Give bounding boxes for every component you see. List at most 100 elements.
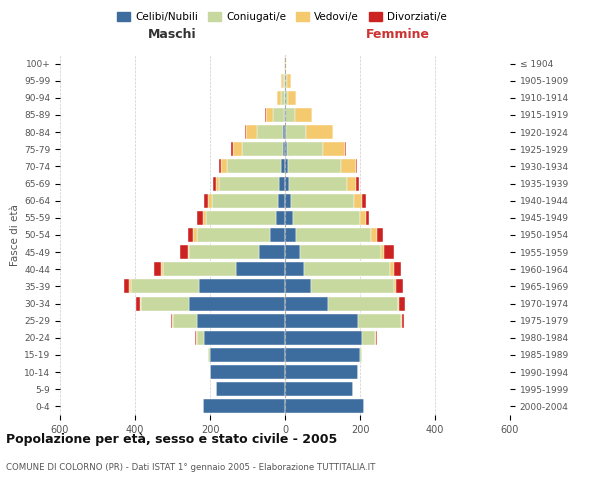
Bar — [347, 176, 356, 190]
Bar — [377, 228, 383, 242]
Bar — [356, 176, 359, 190]
Bar — [285, 245, 300, 259]
Bar — [233, 142, 242, 156]
Bar — [328, 296, 398, 310]
Bar — [140, 296, 190, 310]
Bar — [285, 296, 328, 310]
Bar — [280, 176, 285, 190]
Bar — [205, 331, 285, 345]
Bar — [285, 280, 311, 293]
Bar — [270, 228, 285, 242]
Bar — [287, 74, 290, 88]
Bar — [360, 211, 365, 225]
Bar — [124, 280, 130, 293]
Bar — [358, 314, 401, 328]
Bar — [371, 228, 377, 242]
Text: Femmine: Femmine — [365, 28, 430, 42]
Bar — [210, 365, 285, 379]
Bar — [285, 331, 362, 345]
Bar — [285, 365, 358, 379]
Bar — [187, 245, 190, 259]
Text: Popolazione per età, sesso e stato civile - 2005: Popolazione per età, sesso e stato civil… — [6, 432, 337, 446]
Bar — [286, 108, 295, 122]
Bar — [390, 262, 394, 276]
Bar — [362, 194, 365, 207]
Bar — [257, 125, 283, 139]
Bar — [236, 262, 285, 276]
Bar — [283, 142, 285, 156]
Bar — [380, 245, 385, 259]
Bar — [139, 296, 140, 310]
Bar — [210, 348, 285, 362]
Bar — [197, 211, 203, 225]
Bar — [212, 176, 215, 190]
Bar — [205, 194, 208, 207]
Text: COMUNE DI COLORNO (PR) - Dati ISTAT 1° gennaio 2005 - Elaborazione TUTTITALIA.IT: COMUNE DI COLORNO (PR) - Dati ISTAT 1° g… — [6, 462, 376, 471]
Bar — [394, 280, 395, 293]
Bar — [285, 400, 364, 413]
Bar — [293, 211, 360, 225]
Bar — [401, 314, 403, 328]
Bar — [273, 108, 284, 122]
Bar — [323, 142, 345, 156]
Bar — [288, 160, 341, 173]
Bar — [376, 331, 377, 345]
Bar — [395, 280, 403, 293]
Bar — [220, 176, 280, 190]
Bar — [290, 194, 355, 207]
Bar — [163, 262, 236, 276]
Bar — [304, 262, 390, 276]
Bar — [362, 331, 375, 345]
Bar — [345, 142, 346, 156]
Bar — [220, 160, 221, 173]
Bar — [161, 262, 163, 276]
Bar — [285, 176, 289, 190]
Bar — [187, 228, 193, 242]
Bar — [212, 194, 277, 207]
Bar — [242, 142, 283, 156]
Bar — [285, 314, 358, 328]
Bar — [286, 91, 289, 105]
Bar — [197, 314, 285, 328]
Bar — [265, 108, 273, 122]
Bar — [208, 194, 212, 207]
Bar — [289, 176, 347, 190]
Bar — [285, 348, 360, 362]
Bar — [311, 280, 394, 293]
Bar — [281, 160, 285, 173]
Bar — [215, 382, 285, 396]
Bar — [130, 280, 131, 293]
Bar — [281, 91, 284, 105]
Bar — [341, 160, 355, 173]
Bar — [277, 91, 281, 105]
Bar — [173, 314, 197, 328]
Bar — [285, 125, 286, 139]
Bar — [232, 142, 233, 156]
Y-axis label: Fasce di età: Fasce di età — [10, 204, 20, 266]
Bar — [190, 296, 285, 310]
Bar — [307, 125, 332, 139]
Bar — [227, 160, 281, 173]
Bar — [203, 400, 285, 413]
Bar — [281, 74, 283, 88]
Bar — [365, 211, 370, 225]
Bar — [300, 245, 380, 259]
Bar — [259, 245, 285, 259]
Bar — [206, 211, 275, 225]
Bar — [208, 348, 210, 362]
Bar — [199, 280, 285, 293]
Bar — [277, 194, 285, 207]
Bar — [215, 176, 220, 190]
Bar — [284, 108, 285, 122]
Bar — [289, 91, 296, 105]
Bar — [295, 108, 311, 122]
Bar — [193, 228, 197, 242]
Bar — [332, 125, 334, 139]
Bar — [394, 262, 401, 276]
Bar — [385, 245, 394, 259]
Bar — [154, 262, 161, 276]
Bar — [285, 160, 288, 173]
Bar — [403, 314, 404, 328]
Bar — [400, 296, 405, 310]
Bar — [170, 314, 172, 328]
